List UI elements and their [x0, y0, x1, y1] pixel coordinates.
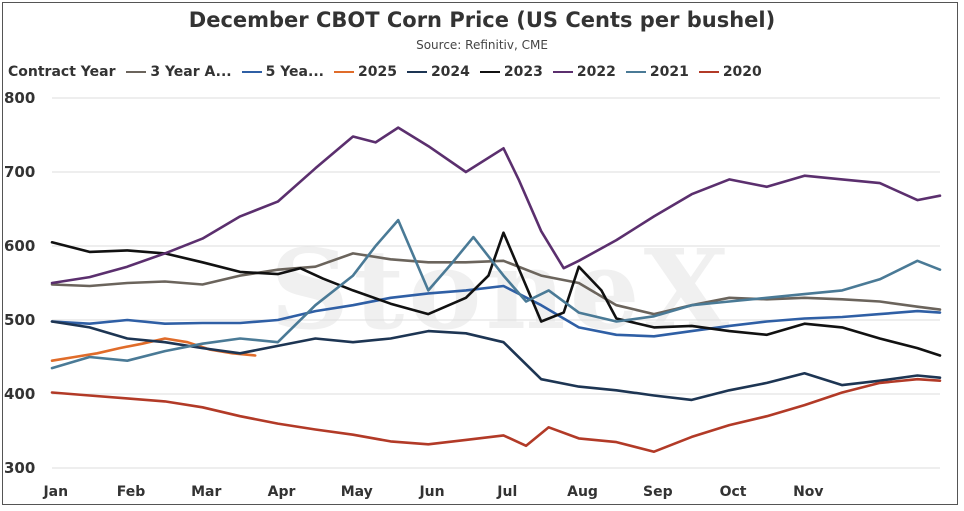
legend-swatch [552, 71, 573, 73]
x-tick-label: Aug [567, 484, 598, 500]
legend-swatch [698, 71, 719, 73]
legend-swatch [479, 71, 500, 73]
legend-item[interactable]: 2022 [552, 64, 616, 80]
legend-title: Contract Year [8, 64, 116, 80]
legend-swatch [126, 71, 147, 73]
legend: Contract Year 3 Year A... 5 Yea... 2025 202… [8, 64, 956, 86]
legend-item[interactable]: 2025 [333, 64, 397, 80]
legend-item[interactable]: 3 Year A... [126, 64, 232, 80]
x-tick-label: Mar [191, 484, 221, 500]
legend-label: 2023 [503, 64, 543, 80]
series-line-2021 [50, 218, 942, 370]
legend-label: 5 Yea... [265, 64, 324, 80]
series-line-5-yea- [50, 284, 942, 338]
y-tick-label: 400 [4, 385, 35, 403]
series-line-2020 [50, 377, 942, 454]
legend-label: 2022 [576, 64, 616, 80]
legend-swatch [333, 71, 354, 73]
x-tick-label: Jan [42, 484, 68, 500]
y-tick-label: 800 [4, 89, 35, 107]
chart-subtitle: Source: Refinitiv, CME [416, 38, 548, 52]
legend-item[interactable]: 2020 [698, 64, 762, 80]
legend-label: 2021 [649, 64, 689, 80]
legend-item[interactable]: 5 Yea... [241, 64, 324, 80]
x-tick-label: Feb [117, 484, 146, 500]
legend-swatch [625, 71, 646, 73]
y-tick-label: 600 [4, 237, 35, 255]
legend-label: 2024 [430, 64, 470, 80]
legend-item[interactable]: 2023 [479, 64, 543, 80]
legend-label: 3 Year A... [150, 64, 232, 80]
x-tick-label: Jul [496, 484, 517, 500]
legend-label: 2020 [722, 64, 762, 80]
series-line-2022 [50, 126, 942, 285]
y-tick-label: 300 [4, 459, 35, 477]
x-tick-label: May [341, 484, 373, 500]
chart-title: December CBOT Corn Price (US Cents per b… [188, 8, 776, 32]
series-line-2024 [50, 320, 942, 402]
legend-swatch [241, 71, 262, 73]
legend-label: 2025 [357, 64, 397, 80]
x-tick-label: Apr [268, 484, 296, 500]
series-line-3-year-a- [50, 252, 942, 316]
y-tick-label: 700 [4, 163, 35, 181]
y-tick-label: 500 [4, 311, 35, 329]
legend-item[interactable]: 2024 [406, 64, 470, 80]
series-line-2023 [50, 231, 942, 357]
x-tick-label: Jun [418, 484, 444, 500]
legend-swatch [406, 71, 427, 73]
x-tick-label: Sep [643, 484, 673, 500]
x-tick-label: Nov [793, 484, 823, 500]
x-tick-label: Oct [720, 484, 747, 500]
legend-item[interactable]: 2021 [625, 64, 689, 80]
